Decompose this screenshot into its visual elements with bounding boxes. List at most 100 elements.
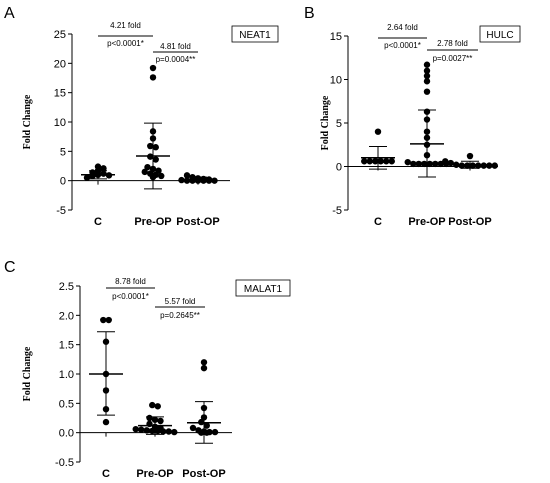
panel-letter: B [304, 5, 315, 22]
data-point [160, 428, 167, 435]
data-point [203, 422, 210, 429]
data-point [138, 426, 145, 433]
data-point [466, 152, 474, 160]
panel-a: A NEAT1 Fold Change -5 0 5 10 15 20 25 C Pre-OP Post… [4, 5, 279, 228]
y-tick-label: 5 [60, 146, 66, 158]
data-point [154, 427, 161, 435]
data-point [143, 427, 150, 434]
data-point [404, 158, 411, 166]
data-point [426, 160, 433, 168]
data-point [100, 316, 107, 324]
data-point [491, 162, 498, 169]
data-point [102, 338, 110, 345]
data-point [486, 162, 493, 169]
data-point [151, 416, 159, 423]
p-value-annotation: p<0.0001* [107, 39, 144, 48]
data-point [141, 168, 148, 176]
data-point [361, 158, 368, 165]
gene-label-box [479, 25, 521, 43]
data-point [149, 165, 157, 173]
data-point [205, 177, 213, 184]
data-point [158, 172, 165, 180]
data-point [149, 74, 157, 81]
data-point [388, 158, 395, 165]
data-point [147, 142, 154, 150]
data-point [423, 88, 431, 95]
fold-annotation: 2.64 fold [387, 23, 418, 32]
data-point [423, 72, 431, 80]
data-point [423, 151, 431, 159]
gene-label-box [231, 25, 279, 43]
data-point [198, 418, 205, 426]
p-value-annotation: p<0.0001* [112, 292, 149, 301]
y-axis-label: Fold Change [22, 346, 33, 401]
data-point [157, 417, 164, 425]
data-point [149, 64, 157, 72]
data-point [102, 406, 110, 413]
y-tick-label: 5 [336, 118, 342, 130]
y-tick-label: -5 [332, 205, 342, 217]
y-tick-label: 2.0 [59, 310, 74, 322]
data-point [146, 414, 153, 422]
y-tick-label: 2.5 [59, 281, 74, 293]
gene-label: MALAT1 [244, 284, 283, 295]
y-tick-label: 10 [330, 75, 342, 87]
data-point [211, 177, 218, 184]
data-point [149, 427, 156, 435]
y-tick-label: -5 [56, 205, 66, 217]
data-point [211, 428, 219, 436]
data-point [149, 128, 157, 135]
data-point [423, 67, 431, 75]
x-category-label: Pre-OP [134, 216, 171, 228]
p-value-annotation: p<0.0001* [384, 41, 421, 50]
data-point [102, 418, 110, 426]
y-tick-label: 15 [330, 31, 342, 43]
data-point [480, 162, 487, 169]
x-category-label: C [374, 216, 382, 228]
data-point [423, 108, 431, 115]
fold-annotation: 4.81 fold [160, 42, 191, 51]
x-category-label: C [102, 468, 110, 480]
data-point [200, 414, 208, 421]
y-tick-label: 25 [54, 29, 66, 41]
y-tick-label: 15 [54, 88, 66, 100]
data-point [152, 144, 159, 151]
data-point [410, 160, 417, 168]
panel-letter: C [4, 259, 16, 276]
y-tick-label: -0.5 [55, 457, 74, 469]
x-category-label: Post-OP [182, 468, 225, 480]
data-point [149, 401, 156, 409]
data-point [132, 425, 139, 433]
data-point [146, 420, 153, 428]
data-point [415, 160, 422, 168]
fold-annotation: 5.57 fold [165, 297, 196, 306]
data-point [442, 158, 449, 165]
p-value-annotation: p=0.2645** [160, 311, 200, 320]
data-point [171, 428, 178, 436]
data-point [421, 160, 428, 168]
y-tick-label: 1.0 [59, 369, 74, 381]
data-point [149, 173, 157, 181]
data-point [200, 364, 208, 372]
data-point [94, 163, 102, 170]
data-point [105, 172, 113, 179]
y-tick-label: 20 [54, 58, 66, 70]
data-point [100, 165, 107, 172]
data-point [203, 429, 210, 436]
data-point [423, 134, 431, 141]
x-category-label: Post-OP [176, 216, 219, 228]
data-point [149, 135, 157, 142]
y-axis-label: Fold Change [22, 94, 33, 149]
fold-annotation: 8.78 fold [115, 277, 146, 286]
data-point [200, 177, 207, 184]
data-point [374, 128, 382, 135]
data-point [423, 61, 431, 68]
data-point [464, 162, 471, 169]
data-point [183, 172, 191, 179]
x-category-label: C [94, 216, 102, 228]
data-point [423, 141, 431, 148]
data-point [165, 428, 172, 435]
data-point [183, 177, 191, 184]
data-point [100, 170, 107, 177]
x-category-label: Post-OP [448, 216, 491, 228]
